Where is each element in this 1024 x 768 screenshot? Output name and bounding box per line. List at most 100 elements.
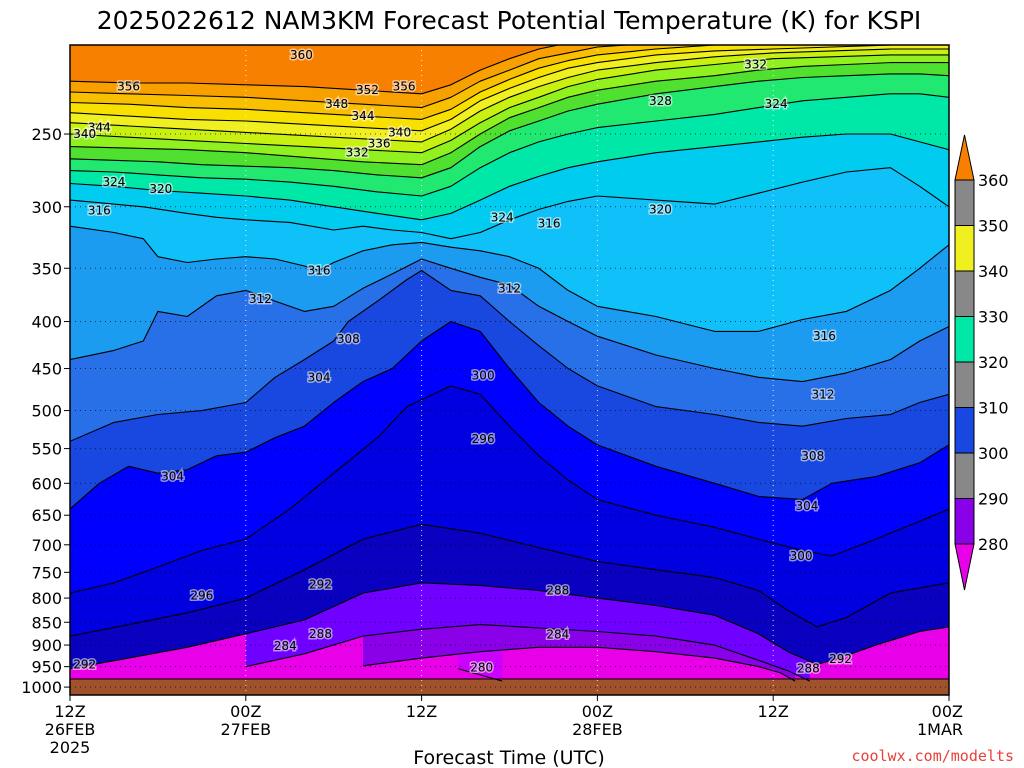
- x-tick-label: 12Z: [54, 702, 85, 721]
- contour-label: 356: [393, 80, 416, 94]
- x-tick-label: 12Z: [406, 702, 437, 721]
- contour-label: 316: [538, 217, 561, 231]
- isentrope-line-280: [458, 668, 503, 682]
- contour-label-halo: 284: [546, 628, 569, 642]
- contour-label: 288: [546, 584, 569, 598]
- colorbar-tick-label: 330: [978, 308, 1009, 327]
- contour-label: 304: [795, 499, 818, 513]
- colorbar-segment-330: [954, 270, 975, 317]
- contour-label: 316: [88, 204, 111, 218]
- y-tick-label: 600: [31, 474, 62, 493]
- contour-label-halo: 356: [117, 80, 140, 94]
- contour-label: 288: [797, 662, 820, 676]
- isentrope-line-348: [70, 45, 949, 132]
- contour-label-halo: 328: [649, 94, 672, 108]
- contour-label: 316: [813, 329, 836, 343]
- contour-label: 344: [352, 109, 375, 123]
- colorbar-segment-310: [954, 361, 975, 408]
- contour-label-halo: 312: [249, 292, 272, 306]
- colorbar-tick-label: 310: [978, 399, 1009, 418]
- colorbar-segment-300: [954, 407, 975, 454]
- contour-label: 312: [498, 281, 521, 295]
- colorbar-tick-label: 290: [978, 490, 1009, 509]
- x-tick-label: 26FEB: [45, 720, 96, 739]
- contour-label: 292: [309, 577, 332, 591]
- contour-label-halo: 316: [538, 217, 561, 231]
- y-tick-label: 900: [31, 636, 62, 655]
- colorbar-legend: 280 290 300 310 320 330 340 350 360: [954, 134, 1009, 591]
- y-tick-label: 950: [31, 658, 62, 677]
- isentrope-line-320: [70, 167, 949, 240]
- y-tick-label: 550: [31, 440, 62, 459]
- contour-label-halo: 296: [472, 432, 495, 446]
- contour-label-halo: 304: [308, 370, 331, 384]
- contour-label: 332: [744, 57, 767, 71]
- contour-label-halo: 308: [801, 449, 824, 463]
- y-tick-label: 400: [31, 313, 62, 332]
- contour-label-halo: 360: [290, 48, 313, 62]
- contour-label-halo: 296: [190, 589, 213, 603]
- contour-label: 304: [161, 470, 184, 484]
- contour-label-halo: 288: [797, 662, 820, 676]
- isentrope-line-360: [70, 45, 562, 95]
- contour-label: 356: [117, 80, 140, 94]
- contour-label: 312: [812, 387, 835, 401]
- contour-label-halo: 304: [795, 499, 818, 513]
- isentrope-line-316: [70, 225, 949, 332]
- ground-fill: [70, 679, 949, 695]
- isentrope-line-356: [70, 45, 635, 109]
- contour-label-halo: 324: [102, 175, 125, 189]
- y-tick-label: 350: [31, 259, 62, 278]
- chart-title: 2025022612 NAM3KM Forecast Potential Tem…: [97, 6, 922, 35]
- y-tick-label: 1000: [21, 678, 62, 697]
- isentrope-line-328: [70, 93, 949, 197]
- contour-label-halo: 316: [308, 264, 331, 278]
- x-tick-label: 2025: [50, 738, 91, 757]
- contour-label-halo: 280: [470, 660, 493, 674]
- y-tick-label: 700: [31, 536, 62, 555]
- contour-label: 308: [801, 449, 824, 463]
- contour-label: 292: [73, 658, 96, 672]
- isentrope-line-300: [70, 385, 949, 594]
- colorbar-segment-320: [954, 316, 975, 363]
- contour-label: 300: [472, 369, 495, 383]
- contour-label-halo: 316: [88, 204, 111, 218]
- isentrope-line-296: [70, 523, 949, 637]
- contour-label-halo: 316: [813, 329, 836, 343]
- y-tick-label: 750: [31, 563, 62, 582]
- dotted-grid: [70, 45, 949, 695]
- credit-text[interactable]: coolwx.com/modelts: [851, 747, 1014, 765]
- isentrope-line-340: [70, 54, 949, 154]
- x-tick-label: 12Z: [758, 702, 789, 721]
- contour-label-halo: 292: [309, 577, 332, 591]
- contour-label-halo: 300: [472, 369, 495, 383]
- isentrope-line-324: [70, 133, 949, 221]
- contour-label-halo: 288: [546, 584, 569, 598]
- contour-label-halo: 344: [88, 121, 111, 135]
- contour-label: 324: [765, 97, 788, 111]
- y-tick-label: 450: [31, 360, 62, 379]
- contour-label: 304: [308, 370, 331, 384]
- contour-label: 296: [472, 432, 495, 446]
- contour-label-halo: 324: [491, 210, 514, 224]
- x-tick-label: 00Z: [932, 702, 963, 721]
- colorbar-segment-340: [954, 225, 975, 272]
- contour-label: 300: [790, 549, 813, 563]
- contour-label: 324: [102, 175, 125, 189]
- contour-label: 324: [491, 210, 514, 224]
- isentrope-line-332: [70, 73, 949, 179]
- contour-label: 284: [274, 639, 297, 653]
- contour-label: 280: [470, 660, 493, 674]
- x-tick-label: 00Z: [230, 702, 261, 721]
- isentrope-line-292: [70, 582, 949, 670]
- colorbar-segment-290: [954, 452, 975, 499]
- plot-frame: [69, 44, 950, 696]
- contour-label: 352: [356, 83, 379, 97]
- contour-label: 292: [829, 652, 852, 666]
- contour-label: 320: [149, 182, 172, 196]
- contour-label-halo: 332: [346, 146, 369, 160]
- contour-label: 320: [649, 202, 672, 216]
